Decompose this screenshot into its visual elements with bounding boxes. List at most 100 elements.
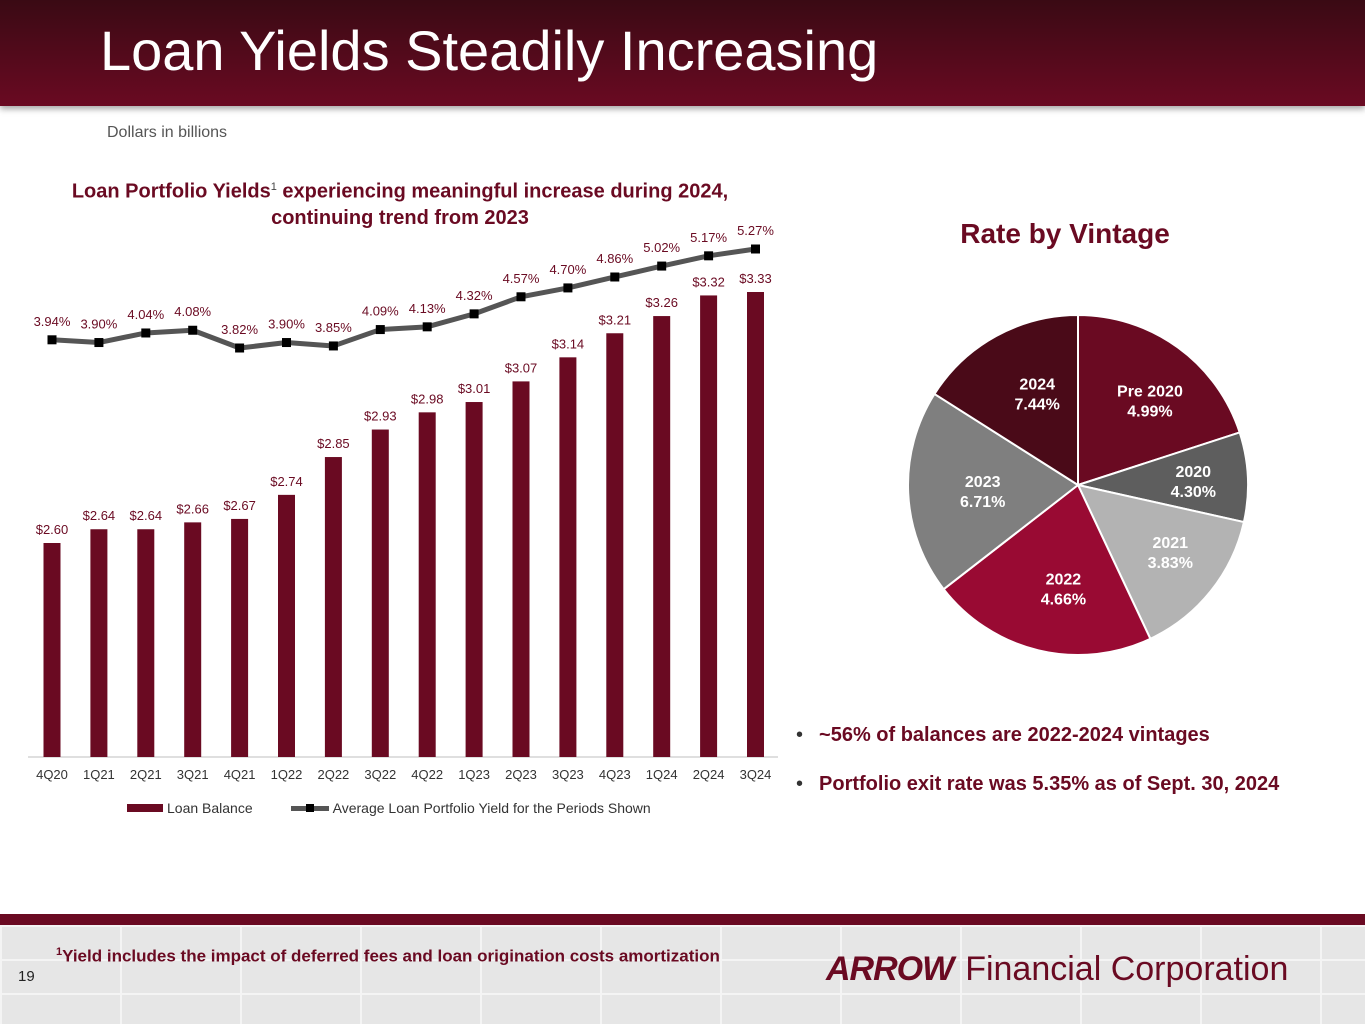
bullet-dot: • bbox=[796, 724, 804, 746]
yield-line bbox=[51, 246, 756, 351]
pie-slice bbox=[1076, 483, 1246, 641]
yield-value-label: 3.90% bbox=[268, 317, 305, 332]
pie-slice bbox=[907, 392, 1080, 591]
x-tick-label: 1Q24 bbox=[646, 767, 678, 782]
yield-value-label: 5.27% bbox=[737, 223, 774, 238]
bullet-dot: • bbox=[796, 773, 804, 795]
chart-title-pre: Loan Portfolio Yields bbox=[71, 180, 271, 203]
bar bbox=[90, 529, 108, 757]
x-tick-label: 3Q21 bbox=[177, 767, 209, 782]
loan-balance-yield-chart: $2.60 4Q20 $2.64 1Q21 $2.64 2Q21 $2.66 3Q21 $2.6… bbox=[28, 223, 778, 782]
header-bar: Loan Yields Steadily Increasing bbox=[0, 0, 1365, 106]
yield-point bbox=[188, 325, 198, 335]
bar-value-label: $2.74 bbox=[270, 474, 303, 489]
x-tick-label: 4Q21 bbox=[224, 767, 256, 782]
x-tick-label: 4Q20 bbox=[36, 767, 68, 782]
chart-title-post: experiencing meaningful increase during … bbox=[271, 180, 729, 229]
yield-point bbox=[94, 338, 104, 348]
bar-value-label: $2.67 bbox=[223, 498, 256, 513]
chart-title: Loan Portfolio Yields1 experiencing mean… bbox=[60, 174, 740, 231]
bar bbox=[231, 518, 249, 757]
x-tick-label: 1Q21 bbox=[83, 767, 115, 782]
bar-value-label: $3.14 bbox=[552, 336, 585, 351]
bullet-text: ~56% of balances are 2022-2024 vintages bbox=[819, 724, 1210, 746]
bar-value-label: $3.26 bbox=[645, 295, 678, 310]
yield-point bbox=[469, 309, 479, 319]
bar bbox=[465, 402, 483, 757]
yield-value-label: 4.57% bbox=[503, 271, 540, 286]
yield-value-label: 5.02% bbox=[643, 240, 680, 255]
bar-value-label: $3.01 bbox=[458, 381, 491, 396]
bar bbox=[418, 412, 436, 757]
yield-point bbox=[141, 328, 151, 338]
company-logo: ARROW Financial Corporation bbox=[826, 950, 1288, 989]
x-tick-label: 4Q22 bbox=[411, 767, 443, 782]
units-note: Dollars in billions bbox=[107, 124, 228, 141]
legend-item-loan-balance: Loan Balance bbox=[127, 800, 253, 816]
x-tick-label: 2Q22 bbox=[317, 767, 349, 782]
x-tick-label: 3Q22 bbox=[364, 767, 396, 782]
bullet-list: • ~56% of balances are 2022-2024 vintages… bbox=[796, 724, 1279, 822]
pie-title: Rate by Vintage bbox=[960, 218, 1170, 249]
bullet-item: • Portfolio exit rate was 5.35% as of Sep… bbox=[796, 773, 1279, 796]
footnote-marker: 1 bbox=[56, 946, 63, 958]
rate-by-vintage-pie: Pre 2020 4.99% 2020 4.30% 2021 3.83% 2022 4.66%… bbox=[907, 313, 1249, 656]
footnote: 1Yield includes the impact of deferred f… bbox=[56, 946, 720, 967]
bar bbox=[747, 292, 764, 757]
chart-legend: Loan Balance Average Loan Portfolio Yiel… bbox=[127, 800, 689, 816]
yield-point bbox=[328, 341, 338, 351]
yield-point bbox=[47, 335, 57, 345]
bar-value-label: $2.93 bbox=[364, 409, 397, 424]
bar-value-label: $2.64 bbox=[130, 508, 163, 523]
legend-swatch-line bbox=[290, 803, 329, 812]
x-tick-label: 4Q23 bbox=[599, 767, 631, 782]
bar-value-label: $3.32 bbox=[692, 274, 725, 289]
bar bbox=[137, 529, 155, 757]
x-tick-label: 2Q24 bbox=[693, 767, 725, 782]
yield-point bbox=[422, 322, 432, 332]
yield-value-label: 4.86% bbox=[596, 251, 633, 266]
pie-slice-rate: 3.83% bbox=[1148, 555, 1193, 572]
yield-point bbox=[610, 272, 620, 282]
bar-value-label: $3.21 bbox=[599, 312, 632, 327]
x-tick-label: 1Q23 bbox=[458, 767, 490, 782]
yield-value-label: 3.85% bbox=[315, 320, 352, 335]
yield-point bbox=[704, 251, 714, 261]
legend-item-yield: Average Loan Portfolio Yield for the Per… bbox=[290, 800, 651, 816]
legend-swatch-bar bbox=[127, 804, 163, 812]
x-tick-label: 1Q22 bbox=[271, 767, 303, 782]
yield-point bbox=[657, 261, 667, 271]
bar bbox=[43, 543, 61, 757]
pie-slice-label: 2022 bbox=[1046, 571, 1082, 588]
yield-point bbox=[282, 338, 291, 348]
yield-point bbox=[375, 325, 385, 335]
bar bbox=[700, 295, 718, 757]
bar bbox=[371, 429, 389, 757]
footnote-text: Yield includes the impact of deferred fe… bbox=[62, 946, 720, 966]
bullet-text: Portfolio exit rate was 5.35% as of Sept… bbox=[819, 773, 1280, 795]
bar bbox=[324, 457, 342, 757]
pie-slice bbox=[1077, 313, 1241, 487]
bar bbox=[653, 316, 671, 757]
logo-company-name: Financial Corporation bbox=[965, 950, 1289, 988]
yield-value-label: 4.09% bbox=[362, 304, 399, 319]
x-tick-label: 2Q21 bbox=[130, 767, 162, 782]
pie-slice bbox=[942, 483, 1152, 656]
pie-slice-label: 2021 bbox=[1152, 535, 1188, 552]
yield-value-label: 3.82% bbox=[221, 322, 258, 337]
yield-value-label: 3.90% bbox=[80, 317, 117, 332]
pie-slice-rate: 4.66% bbox=[1041, 591, 1086, 608]
yield-value-label: 4.70% bbox=[549, 262, 586, 277]
bar-value-label: $3.07 bbox=[505, 360, 538, 375]
chart-title-footnote-marker: 1 bbox=[270, 181, 277, 193]
yield-value-label: 4.04% bbox=[127, 307, 164, 322]
legend-label-loan-balance: Loan Balance bbox=[167, 800, 253, 816]
page-number: 19 bbox=[18, 968, 35, 985]
pie-slice-label: Pre 2020 bbox=[1117, 384, 1183, 401]
yield-value-label: 4.13% bbox=[409, 301, 446, 316]
pie-slice-rate: 7.44% bbox=[1015, 397, 1060, 414]
pie-slice bbox=[1074, 431, 1249, 524]
yield-point bbox=[563, 283, 573, 293]
x-tick-label: 3Q23 bbox=[552, 767, 584, 782]
bullet-item: • ~56% of balances are 2022-2024 vintages bbox=[796, 724, 1279, 747]
